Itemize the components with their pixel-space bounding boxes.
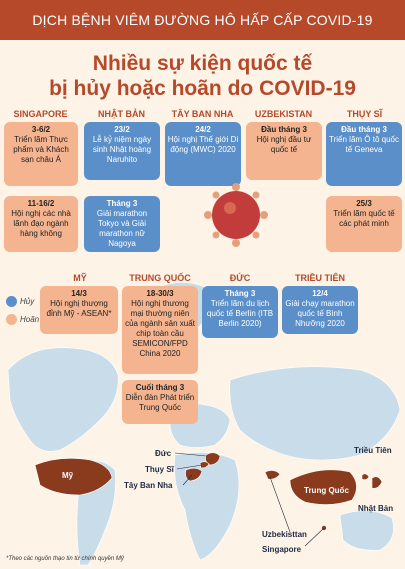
column-header-china: TRUNG QUỐC	[129, 273, 191, 283]
main-title-line2: bị hủy hoặc hoãn do COVID-19	[49, 77, 356, 100]
event-date: 14/3	[71, 289, 87, 298]
map-label-germany: Đức	[155, 449, 172, 458]
column-header-usa: MỸ	[73, 273, 87, 283]
event-text: Triển lãm du lịch quốc tế Berlin (ITB Be…	[206, 299, 274, 328]
legend-cancel-dot	[6, 296, 17, 307]
map-label-singapore: Singapore	[262, 545, 302, 554]
event-text: Giải chạy marathon quốc tế Bình Nhưỡng 2…	[285, 299, 355, 328]
map-label-japan: Nhật Bản	[358, 504, 394, 513]
event-text: Lễ kỷ niệm ngày sinh Nhật hoàng Naruhito	[92, 135, 152, 164]
switzerland-highlight	[199, 461, 210, 469]
event-date: 3-6/2	[31, 125, 51, 134]
legend-postpone-label: Hoãn	[20, 315, 40, 324]
column-header-singapore: SINGAPORE	[13, 109, 68, 119]
map-label-switzerland: Thụy Sĩ	[145, 465, 174, 474]
australia-shape	[339, 510, 394, 551]
event-date: 12/4	[312, 289, 328, 298]
event-card-germany-1: Tháng 3 Triển lãm du lịch quốc tế Berlin…	[202, 286, 278, 338]
header-bar: DỊCH BỆNH VIÊM ĐƯỜNG HÔ HẤP CẤP COVID-19	[0, 0, 405, 40]
north-america-shape	[7, 347, 119, 452]
column-header-spain: TÂY BAN NHA	[171, 109, 234, 119]
event-date: 23/2	[114, 125, 130, 134]
germany-highlight	[205, 452, 221, 466]
north-korea-highlight	[361, 473, 370, 480]
event-card-usa-1: 14/3 Hội nghị thượng đỉnh Mỹ - ASEAN*	[40, 286, 118, 334]
event-card-japan-2: Tháng 3 Giải marathon Tokyo và Giải mara…	[84, 196, 160, 252]
map-label-north-korea: Triều Tiên	[354, 446, 392, 455]
event-date: 25/3	[356, 199, 372, 208]
event-card-china-1: 18-30/3 Hội nghị thương mại thường niên …	[122, 286, 198, 374]
event-date: 18-30/3	[146, 289, 174, 298]
footnote: *Theo các nguồn thạo tin từ chính quyền …	[6, 556, 124, 562]
event-text: Hội nghị Thế giới Di động (MWC) 2020	[167, 135, 239, 154]
event-text: Triển lãm Ô tô quốc tế Geneva	[329, 135, 399, 154]
event-card-switzerland-2: 25/3 Triển lãm quốc tế các phát minh	[326, 196, 402, 252]
event-date: 11-16/2	[27, 199, 55, 208]
virus-illustration	[204, 183, 268, 247]
map-label-spain: Tây Ban Nha	[124, 481, 173, 490]
legend-cancel-label: Hủy	[20, 297, 35, 306]
event-card-switzerland-1: Đầu tháng 3 Triển lãm Ô tô quốc tế Genev…	[326, 122, 402, 186]
japan-highlight	[371, 476, 383, 489]
event-text: Hội nghị thương mại thường niên của ngàn…	[125, 299, 195, 358]
asia-shape	[229, 366, 401, 461]
column-header-germany: ĐỨC	[229, 273, 251, 283]
event-card-singapore-1: 3-6/2 Triển lãm Thực phẩm và Khách sạn c…	[4, 122, 78, 186]
event-date: Đầu tháng 3	[341, 125, 387, 134]
usa-highlight	[34, 458, 113, 496]
event-text: Diễn đàn Phát triển Trung Quốc	[125, 393, 195, 412]
column-header-japan: NHẬT BẢN	[98, 109, 145, 119]
event-card-japan-1: 23/2 Lễ kỷ niệm ngày sinh Nhật hoàng Nar…	[84, 122, 160, 180]
event-text: Hội nghị thượng đỉnh Mỹ - ASEAN*	[46, 299, 112, 318]
event-date: Cuối tháng 3	[135, 383, 185, 392]
event-date: 24/2	[195, 125, 211, 134]
event-date: Tháng 3	[106, 199, 138, 208]
event-text: Hội nghị đầu tư quốc tế	[256, 135, 312, 154]
column-header-switzerland: THỤY SĨ	[346, 109, 383, 119]
main-title-line1: Nhiều sự kiện quốc tế	[92, 52, 313, 75]
legend-postpone-dot	[6, 314, 17, 325]
china-highlight	[289, 469, 357, 505]
event-card-spain-1: 24/2 Hội nghị Thế giới Di động (MWC) 202…	[165, 122, 241, 186]
event-text: Triển lãm quốc tế các phát minh	[333, 209, 395, 228]
event-card-china-2: Cuối tháng 3 Diễn đàn Phát triển Trung Q…	[122, 380, 198, 424]
event-text: Triển lãm Thực phẩm và Khách sạn châu Á	[13, 135, 69, 164]
event-card-uzbekistan-1: Đầu tháng 3 Hội nghị đầu tư quốc tế	[246, 122, 322, 180]
event-date: Đầu tháng 3	[261, 125, 307, 134]
event-card-north-korea-1: 12/4 Giải chạy marathon quốc tế Bình Như…	[282, 286, 358, 334]
map-label-china: Trung Quốc	[304, 486, 349, 495]
column-header-north-korea: TRIỀU TIÊN	[294, 273, 345, 283]
event-text: Hội nghị các nhà lãnh đạo ngành hàng khô…	[11, 209, 71, 238]
map-label-uzbekistan: Uzbekisttan	[262, 530, 307, 539]
column-header-uzbekistan: UZBEKISTAN	[254, 109, 313, 119]
map-label-usa: Mỹ	[62, 471, 74, 480]
event-date: Tháng 3	[224, 289, 256, 298]
event-text: Giải marathon Tokyo và Giải marathon nữ …	[96, 209, 148, 248]
event-card-singapore-2: 11-16/2 Hội nghị các nhà lãnh đạo ngành …	[4, 196, 78, 252]
header-title: DỊCH BỆNH VIÊM ĐƯỜNG HÔ HẤP CẤP COVID-19	[32, 12, 373, 28]
